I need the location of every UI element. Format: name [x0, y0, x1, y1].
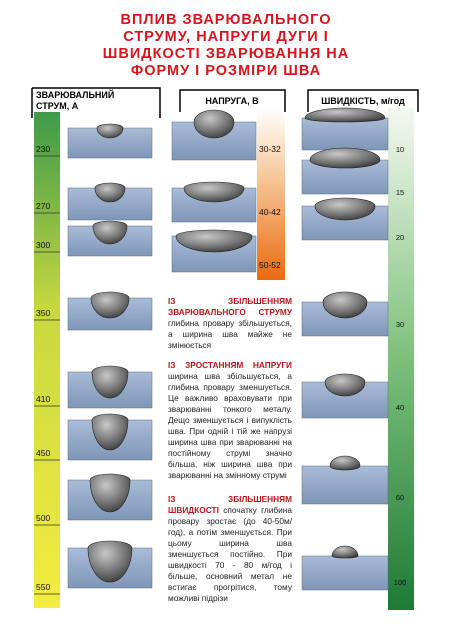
plate — [301, 555, 389, 591]
weld-bead — [329, 455, 361, 471]
scale-label: 40 — [396, 403, 404, 412]
scale-bar — [257, 108, 285, 280]
note-body: спочатку глибина провару зростає (до 40-… — [168, 505, 292, 603]
plate — [67, 127, 153, 159]
scale-label: 230 — [36, 144, 50, 154]
note: ІЗ ЗБІЛЬШЕННЯМ ЗВАРЮВАЛЬНОГО СТРУМУ глиб… — [168, 296, 292, 351]
plate — [301, 117, 389, 151]
scale-label: 270 — [36, 201, 50, 211]
weld-bead — [87, 540, 133, 583]
scale-label: 20 — [396, 233, 404, 242]
header-frame — [31, 87, 161, 118]
scale-label: 550 — [36, 582, 50, 592]
scale-label: 450 — [36, 448, 50, 458]
weld-bead — [193, 109, 235, 139]
scale-label: 50-52 — [259, 260, 281, 270]
scale-label: 500 — [36, 513, 50, 523]
weld-bead — [89, 473, 131, 513]
note: ІЗ ЗРОСТАННЯМ НАПРУГИ ширина шва збільшу… — [168, 360, 292, 481]
scale-label: 60 — [396, 493, 404, 502]
weld-bead — [92, 220, 128, 245]
weld-bead — [304, 107, 386, 123]
weld-bead — [314, 197, 376, 221]
scale-label: 10 — [396, 145, 404, 154]
scale-label: 30-32 — [259, 144, 281, 154]
weld-bead — [90, 291, 130, 319]
note-lead: ІЗ ЗБІЛЬШЕННЯМ ЗВАРЮВАЛЬНОГО СТРУМУ — [168, 296, 292, 317]
weld-bead — [175, 229, 253, 253]
note-lead: ІЗ ЗБІЛЬШЕННЯМ ШВИДКОСТІ — [168, 494, 292, 515]
scale-label: 40-42 — [259, 207, 281, 217]
title-line: СТРУМУ, НАПРУГИ ДУГИ І — [123, 29, 329, 45]
scale-label: 30 — [396, 320, 404, 329]
scale-label: 410 — [36, 394, 50, 404]
scale-bar — [34, 112, 60, 608]
scale-label: 100 — [394, 578, 407, 587]
column-header: СТРУМ, А — [36, 101, 79, 111]
scale-label: 350 — [36, 308, 50, 318]
plate — [301, 465, 389, 505]
weld-bead — [94, 182, 126, 203]
note-lead: ІЗ ЗРОСТАННЯМ НАПРУГИ — [168, 360, 292, 370]
scale-label: 15 — [396, 188, 404, 197]
weld-bead — [309, 147, 381, 169]
note: ІЗ ЗБІЛЬШЕННЯМ ШВИДКОСТІ спочатку глибин… — [168, 494, 292, 604]
weld-bead — [322, 291, 368, 319]
note-body: глибина провару збільшується, а ширина ш… — [168, 318, 292, 350]
note-body: ширина шва збільшується, а глибина прова… — [168, 371, 292, 480]
weld-bead — [324, 373, 366, 397]
scale-label: 300 — [36, 240, 50, 250]
weld-bead — [91, 365, 129, 399]
weld-bead — [91, 413, 129, 451]
column-header: ШВИДКІСТЬ, м/год — [321, 96, 405, 106]
weld-bead — [96, 123, 124, 139]
header-frame — [179, 89, 286, 112]
weld-bead — [331, 545, 359, 559]
title-line: ШВИДКОСТІ ЗВАРЮВАННЯ НА — [103, 46, 349, 62]
weld-bead — [183, 181, 245, 203]
header-frame — [307, 89, 419, 112]
column-header: НАПРУГА, В — [205, 96, 259, 106]
title-line: ВПЛИВ ЗВАРЮВАЛЬНОГО — [121, 12, 332, 28]
scale-bar — [388, 108, 414, 610]
title-line: ФОРМУ І РОЗМІРИ ШВА — [131, 63, 321, 79]
column-header: ЗВАРЮВАЛЬНИЙ — [36, 89, 114, 100]
